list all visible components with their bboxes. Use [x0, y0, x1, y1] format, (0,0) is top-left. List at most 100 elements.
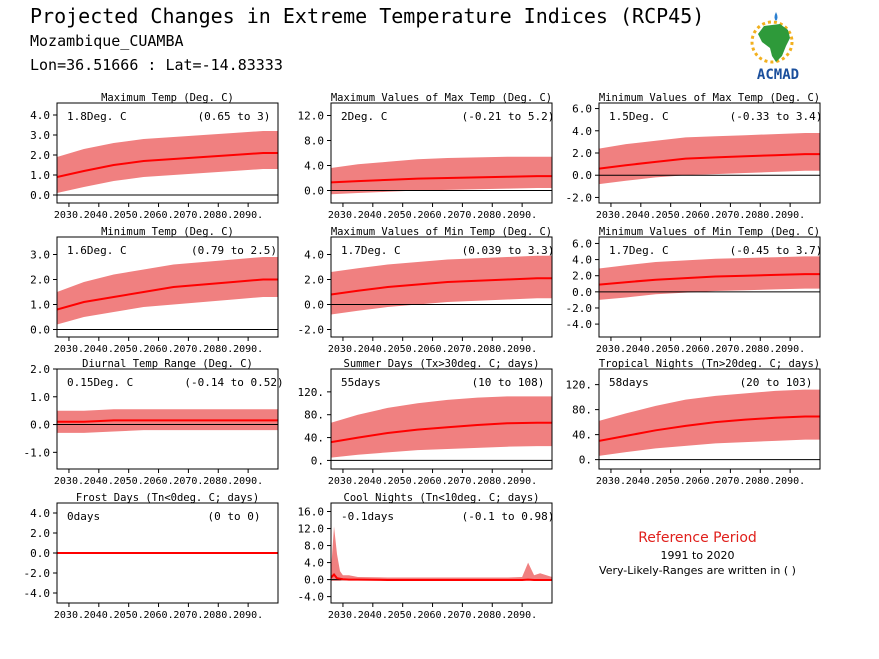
range-label: (20 to 103) — [740, 376, 813, 389]
acmad-logo: ACMAD — [736, 8, 820, 84]
y-tick-label: 120. — [298, 386, 325, 399]
y-tick-label: 40. — [572, 429, 592, 442]
x-tick-label: 2050. — [388, 610, 418, 621]
y-tick-label: 1.0 — [30, 299, 50, 312]
y-tick-label: 2.0 — [572, 147, 592, 160]
mean-change-label: 1.8Deg. C — [67, 110, 127, 123]
plot-frame — [330, 368, 553, 470]
median-line — [331, 175, 552, 184]
y-tick-label: 4.0 — [572, 254, 592, 267]
x-tick-label: 2070. — [173, 210, 203, 221]
x-tick-label: 2070. — [173, 344, 203, 355]
y-tick-label: 3.0 — [30, 249, 50, 262]
reference-period-note: Very-Likely-Ranges are written in ( ) — [599, 564, 796, 577]
y-tick-label: 12.0 — [298, 110, 325, 123]
reference-period-box: Reference Period 1991 to 2020 Very-Likel… — [590, 530, 805, 577]
range-label: (0.039 to 3.3) — [462, 244, 555, 257]
range-band — [331, 526, 552, 581]
y-tick-label: -4.0 — [566, 318, 593, 331]
x-tick-label: 2060. — [143, 476, 173, 487]
x-tick-label: 2040. — [358, 344, 388, 355]
x-tick-label: 2080. — [477, 344, 507, 355]
y-tick-label: 0.0 — [304, 574, 324, 587]
y-tick-label: 0.0 — [304, 299, 324, 312]
y-tick-label: 2.0 — [30, 274, 50, 287]
range-label: (10 to 108) — [472, 376, 545, 389]
y-tick-label: -1.0 — [24, 446, 51, 459]
plot-frame — [330, 102, 553, 204]
x-tick-label: 2030. — [328, 476, 358, 487]
x-tick-label: 2080. — [477, 210, 507, 221]
y-tick-label: 0.0 — [30, 189, 50, 202]
mean-change-label: -0.1days — [341, 510, 394, 523]
chart-panel-4: 3.0 2.0 1.0 0.0 2030. 2040. 2050. 2060. 2070. 208… — [30, 226, 279, 355]
median-line — [331, 572, 552, 581]
median-line — [57, 278, 278, 311]
x-tick-label: 2050. — [388, 210, 418, 221]
x-tick-label: 2030. — [54, 610, 84, 621]
median-line — [331, 277, 552, 296]
x-tick-label: 2040. — [84, 610, 114, 621]
x-tick-label: 2050. — [114, 210, 144, 221]
x-tick-label: 2090. — [507, 476, 537, 487]
y-tick-label: 1.0 — [30, 391, 50, 404]
x-tick-label: 2040. — [626, 476, 656, 487]
x-tick-label: 2050. — [114, 476, 144, 487]
x-tick-label: 2030. — [328, 610, 358, 621]
x-tick-label: 2090. — [775, 344, 805, 355]
median-line — [57, 419, 278, 423]
x-tick-label: 2060. — [143, 610, 173, 621]
x-tick-label: 2030. — [328, 344, 358, 355]
mean-change-label: 0.15Deg. C — [67, 376, 133, 389]
x-tick-label: 2040. — [358, 610, 388, 621]
chart-panel-9: 120. 80. 40. 0. 2030. 2040. 2050. 2060. 2070. 208… — [566, 358, 821, 487]
x-tick-label: 2050. — [656, 476, 686, 487]
x-tick-label: 2070. — [173, 610, 203, 621]
x-tick-label: 2050. — [114, 344, 144, 355]
mean-change-label: 58days — [609, 376, 649, 389]
reference-period-years: 1991 to 2020 — [660, 549, 735, 562]
range-label: (-0.45 to 3.7) — [730, 244, 823, 257]
y-tick-label: 6.0 — [572, 103, 592, 116]
x-tick-label: 2090. — [233, 610, 263, 621]
y-tick-label: 1.0 — [30, 169, 50, 182]
y-tick-label: 0.0 — [30, 324, 50, 337]
x-tick-label: 2060. — [417, 610, 447, 621]
mean-change-label: 1.7Deg. C — [609, 244, 669, 257]
y-tick-label: -4.0 — [24, 587, 51, 600]
x-tick-label: 2030. — [328, 210, 358, 221]
range-label: (-0.14 to 0.52) — [184, 376, 283, 389]
y-tick-label: 12.0 — [298, 523, 325, 536]
y-tick-label: 4.0 — [30, 109, 50, 122]
x-tick-label: 2070. — [173, 476, 203, 487]
x-tick-label: 2040. — [84, 210, 114, 221]
x-tick-label: 2040. — [358, 476, 388, 487]
y-tick-label: 2.0 — [30, 363, 50, 376]
y-tick-label: 0.0 — [30, 419, 50, 432]
y-tick-label: 120. — [566, 379, 593, 392]
x-tick-label: 2050. — [656, 210, 686, 221]
y-tick-label: 40. — [304, 432, 324, 445]
plot-frame — [56, 236, 279, 338]
x-tick-label: 2080. — [477, 476, 507, 487]
chart-title: Minimum Values of Max Temp (Deg. C) — [599, 92, 820, 104]
x-tick-label: 2080. — [203, 210, 233, 221]
coordinates: Lon=36.51666 : Lat=-14.83333 — [30, 56, 283, 74]
x-tick-label: 2060. — [417, 210, 447, 221]
x-tick-label: 2060. — [417, 476, 447, 487]
x-tick-label: 2070. — [447, 344, 477, 355]
y-tick-label: 0.0 — [572, 286, 592, 299]
y-tick-label: 4.0 — [304, 557, 324, 570]
page-title: Projected Changes in Extreme Temperature… — [30, 4, 705, 28]
median-line — [599, 153, 820, 170]
y-tick-label: 0. — [579, 454, 592, 467]
x-tick-label: 2080. — [477, 610, 507, 621]
x-tick-label: 2050. — [656, 344, 686, 355]
mean-change-label: 1.6Deg. C — [67, 244, 127, 257]
acmad-logo-text: ACMAD — [757, 67, 799, 83]
x-tick-label: 2040. — [84, 344, 114, 355]
chart-title: Minimum Temp (Deg. C) — [101, 226, 234, 238]
x-tick-label: 2070. — [447, 476, 477, 487]
